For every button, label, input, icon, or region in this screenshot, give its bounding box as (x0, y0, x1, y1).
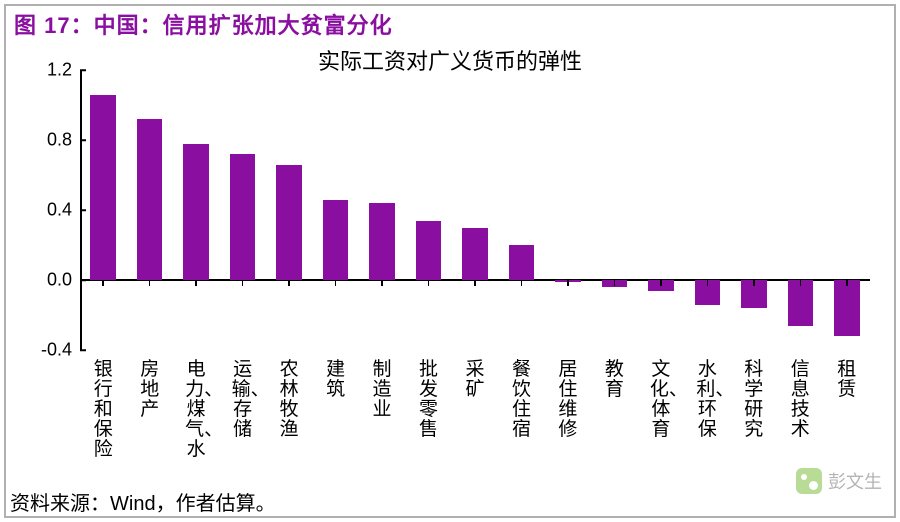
bar (230, 154, 256, 280)
xtick-mark (614, 280, 616, 286)
xtick-mark (335, 280, 337, 286)
ytick-label: 0.4 (12, 200, 72, 221)
xtick-mark (567, 280, 569, 286)
bar (137, 119, 163, 280)
category-label: 采矿 (464, 360, 486, 400)
bar (509, 245, 535, 280)
xtick-mark (753, 280, 755, 286)
xtick-mark (288, 280, 290, 286)
bar (462, 228, 488, 281)
ytick-label: 0.8 (12, 130, 72, 151)
category-label: 文化、体育 (650, 360, 672, 440)
xtick-mark (381, 280, 383, 286)
bar (416, 221, 442, 281)
xtick-mark (660, 280, 662, 286)
category-label: 信息技术 (789, 360, 811, 440)
category-label: 建筑 (325, 360, 347, 400)
category-label: 科学研究 (743, 360, 765, 440)
xtick-mark (846, 280, 848, 286)
bar (323, 200, 349, 281)
ytick-label: 1.2 (12, 60, 72, 81)
category-label: 教育 (603, 360, 625, 400)
category-label: 批发零售 (418, 360, 440, 440)
xtick-mark (521, 280, 523, 286)
bar (788, 280, 814, 326)
category-label: 制造业 (371, 360, 393, 420)
bar-chart (80, 70, 870, 350)
figure-label: 图 17：中国：信用扩张加大贫富分化 (14, 8, 393, 40)
bar (276, 165, 302, 281)
ytick-mark (80, 279, 86, 281)
xtick-mark (242, 280, 244, 286)
source-text: 资料来源：Wind，作者估算。 (10, 487, 276, 516)
bar (183, 144, 209, 281)
ytick-label: -0.4 (12, 340, 72, 361)
category-label: 居住维修 (557, 360, 579, 440)
ytick-label: 0.0 (12, 270, 72, 291)
xtick-mark (195, 280, 197, 286)
category-label: 农林牧渔 (278, 360, 300, 440)
ytick-mark (80, 139, 86, 141)
category-label: 电力、煤气、水 (185, 360, 207, 460)
ytick-mark (80, 69, 86, 71)
xtick-mark (102, 280, 104, 286)
ytick-mark (80, 209, 86, 211)
wechat-icon (796, 468, 822, 494)
bar (369, 203, 395, 280)
watermark-text: 彭文生 (828, 468, 882, 494)
bar (90, 95, 116, 281)
ytick-mark (80, 349, 86, 351)
category-label: 运输、存储 (232, 360, 254, 440)
category-label: 水利、环保 (696, 360, 718, 440)
category-label: 房地产 (139, 360, 161, 420)
xtick-mark (474, 280, 476, 286)
xtick-mark (149, 280, 151, 286)
category-label: 租赁 (836, 360, 858, 400)
category-label: 银行和保险 (92, 360, 114, 460)
bar (834, 280, 860, 336)
xtick-mark (707, 280, 709, 286)
xtick-mark (428, 280, 430, 286)
category-label: 餐饮住宿 (510, 360, 532, 440)
xtick-mark (800, 280, 802, 286)
watermark: 彭文生 (796, 468, 882, 494)
